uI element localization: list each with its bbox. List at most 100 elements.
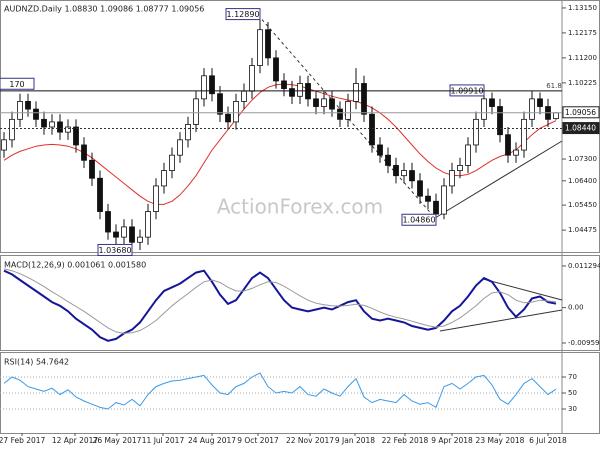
annotation-label: 1.03680 — [98, 246, 131, 255]
panel-title: MACD(12,26,9) 0.001061 0.001580 — [4, 261, 146, 270]
candle-body — [457, 165, 463, 171]
candle-body — [361, 83, 367, 115]
candle-body — [449, 170, 455, 187]
candle-body — [89, 159, 95, 179]
candle-body — [113, 231, 119, 238]
candle-body — [97, 177, 103, 212]
trend-line — [434, 140, 563, 219]
candle-body — [329, 98, 335, 110]
x-tick-label: 24 Aug 2017 — [188, 436, 236, 445]
candle-body — [433, 200, 439, 215]
candle-body — [529, 98, 535, 120]
annotation-label: 1.04860 — [402, 216, 435, 225]
candle-body — [385, 154, 391, 166]
candle-body — [297, 83, 303, 97]
y-tick-label: -0.009594 — [568, 339, 600, 347]
candle-body — [249, 65, 255, 92]
candle-body — [177, 139, 183, 156]
candle-body — [185, 124, 191, 141]
annotation-box — [401, 213, 437, 226]
panel-title: RSI(14) 54.7642 — [4, 358, 69, 367]
candle-body — [337, 108, 343, 120]
y-tick-label: 0.00 — [568, 304, 584, 312]
candle-body — [217, 93, 223, 115]
candle-body — [401, 170, 407, 177]
x-tick-label: 9 Oct 2017 — [237, 436, 279, 445]
candle-body — [321, 98, 327, 107]
candle-body — [489, 98, 495, 107]
candle-body — [153, 185, 159, 212]
candle-body — [553, 112, 559, 119]
candle-body — [129, 226, 135, 243]
level-box — [562, 106, 600, 119]
y-tick-label: 1.04475 — [568, 226, 597, 234]
level-label: 1.08440 — [565, 124, 596, 133]
candle-body — [41, 118, 47, 128]
y-tick-label: 1.10225 — [568, 79, 597, 87]
y-tick-label: 1.11200 — [568, 54, 597, 62]
candle-body — [233, 101, 239, 123]
candle-body — [505, 134, 511, 156]
candle-body — [465, 144, 471, 166]
macd-panel — [0, 255, 600, 351]
annotation-label: 1.12890 — [226, 10, 259, 19]
candle-body — [289, 88, 295, 97]
candle-body — [9, 118, 15, 141]
trend-line — [439, 309, 563, 332]
x-tick-label: 27 Feb 2017 — [0, 436, 46, 445]
candle-body — [65, 126, 71, 133]
candle-body — [377, 144, 383, 156]
y-tick-label: 1.05450 — [568, 201, 597, 209]
candle-body — [1, 139, 7, 151]
candle-body — [57, 121, 63, 133]
candle-body — [121, 226, 127, 238]
x-tick-label: 22 Nov 2017 — [286, 436, 334, 445]
candle-body — [393, 165, 399, 177]
candle-body — [257, 29, 263, 66]
x-tick-label: 11 Jul 2017 — [142, 436, 185, 445]
y-tick-label: 0.011294 — [568, 262, 600, 270]
candle-body — [425, 195, 431, 202]
level-label: 1.09056 — [565, 108, 596, 117]
candle-body — [473, 118, 479, 146]
candle-body — [537, 98, 543, 107]
candle-body — [105, 211, 111, 233]
x-tick-label: 6 Jul 2018 — [529, 436, 567, 445]
x-tick-label: 26 May 2017 — [93, 436, 142, 445]
candle-body — [369, 113, 375, 146]
y-tick-label: 1.06400 — [568, 177, 597, 185]
candle-body — [241, 90, 247, 102]
y-tick-label: 1.13150 — [568, 4, 597, 12]
candle-body — [73, 126, 79, 146]
y-tick-label: 1.07300 — [568, 155, 597, 163]
candle-body — [193, 98, 199, 125]
x-tick-label: 23 May 2018 — [476, 436, 525, 445]
x-tick-label: 9 Apr 2018 — [431, 436, 473, 445]
line — [3, 268, 557, 334]
candle-body — [201, 75, 207, 100]
annotation-box — [0, 77, 35, 90]
candle-body — [353, 83, 359, 102]
candle-body — [273, 57, 279, 82]
line — [3, 372, 557, 410]
annotation-label: 170 — [9, 80, 24, 89]
x-tick-label: 22 Feb 2018 — [382, 436, 429, 445]
trend-line — [482, 278, 563, 301]
candle-body — [521, 118, 527, 151]
candle-body — [169, 154, 175, 171]
candle-body — [265, 29, 271, 59]
candle-body — [25, 101, 31, 110]
line — [3, 269, 557, 342]
candle-body — [17, 101, 23, 120]
candle-body — [481, 98, 487, 120]
candle-body — [313, 98, 319, 107]
candle-body — [513, 149, 519, 156]
candle-body — [225, 113, 231, 123]
candle-body — [81, 144, 87, 161]
annotation-box — [225, 8, 261, 21]
y-tick-label: 50 — [568, 389, 577, 397]
candle-body — [497, 106, 503, 136]
candle-body — [281, 80, 287, 90]
annotation-box — [97, 243, 133, 256]
